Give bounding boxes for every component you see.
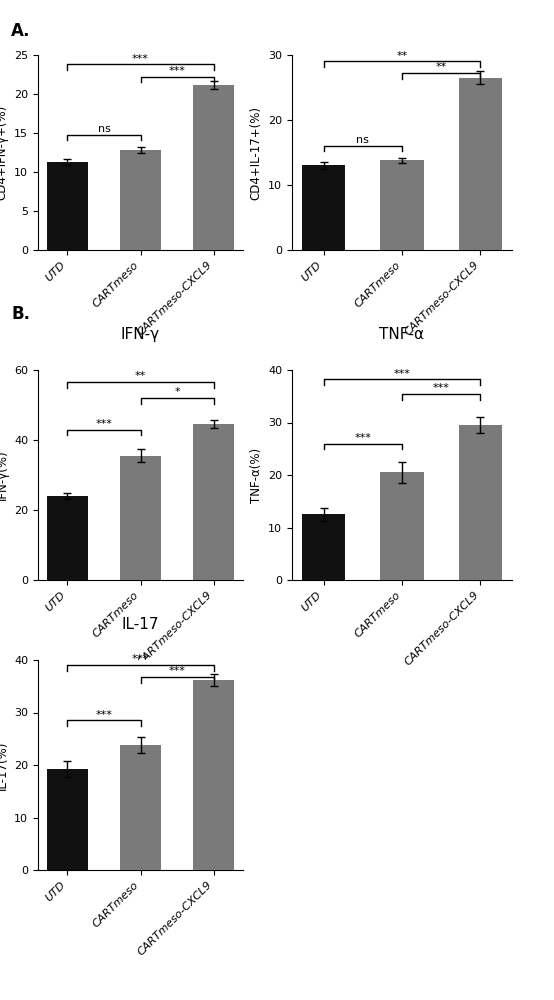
Text: B.: B. xyxy=(11,305,30,323)
Bar xyxy=(459,78,502,250)
Bar xyxy=(193,85,234,250)
Text: ***: *** xyxy=(132,54,149,64)
Y-axis label: IL-17(%): IL-17(%) xyxy=(0,740,9,790)
Text: A.: A. xyxy=(11,22,30,40)
Text: ***: *** xyxy=(95,710,112,720)
Bar xyxy=(47,496,88,580)
Text: ***: *** xyxy=(132,654,149,664)
Bar xyxy=(47,769,88,870)
Text: *: * xyxy=(174,387,180,397)
Bar xyxy=(302,165,345,250)
Y-axis label: IFN-γ(%): IFN-γ(%) xyxy=(0,450,9,500)
Bar xyxy=(381,160,424,250)
Text: **: ** xyxy=(435,62,447,72)
Y-axis label: CD4+IFN-γ+(%): CD4+IFN-γ+(%) xyxy=(0,105,9,200)
Bar xyxy=(459,425,502,580)
Bar xyxy=(120,745,161,870)
Bar xyxy=(47,162,88,250)
Y-axis label: TNF-α(%): TNF-α(%) xyxy=(250,447,263,503)
Text: **: ** xyxy=(396,51,408,61)
Bar xyxy=(381,472,424,580)
Title: IFN-γ: IFN-γ xyxy=(121,327,160,342)
Title: IL-17: IL-17 xyxy=(122,617,159,632)
Text: ns: ns xyxy=(356,135,369,145)
Text: **: ** xyxy=(135,371,146,381)
Text: ***: *** xyxy=(168,666,186,676)
Bar xyxy=(302,514,345,580)
Bar xyxy=(120,150,161,250)
Y-axis label: CD4+IL-17+(%): CD4+IL-17+(%) xyxy=(250,105,263,200)
Bar xyxy=(193,680,234,870)
Bar xyxy=(120,456,161,580)
Text: ***: *** xyxy=(355,433,371,443)
Text: ***: *** xyxy=(393,369,411,379)
Text: ns: ns xyxy=(98,124,110,134)
Text: ***: *** xyxy=(168,66,186,76)
Text: ***: *** xyxy=(95,419,112,429)
Text: ***: *** xyxy=(433,383,450,393)
Title: TNF-α: TNF-α xyxy=(379,327,424,342)
Bar xyxy=(193,424,234,580)
